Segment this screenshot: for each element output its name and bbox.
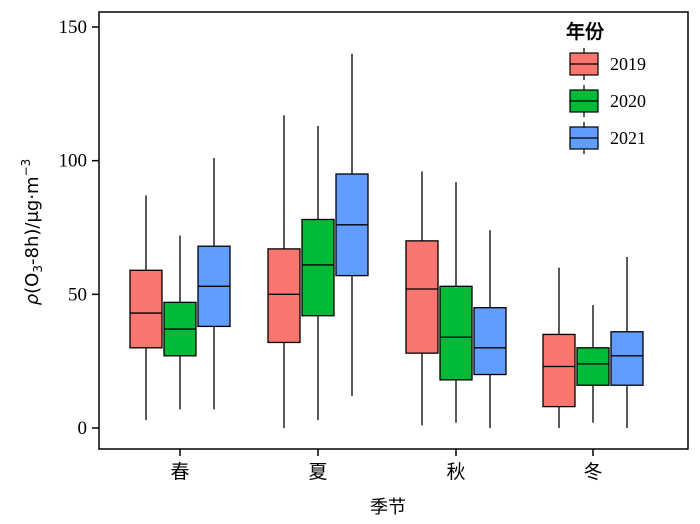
x-axis-ticks: 春夏秋冬 bbox=[170, 449, 603, 483]
box-body bbox=[129, 269, 163, 349]
plot-frame bbox=[98, 11, 689, 450]
box-2019-春 bbox=[129, 195, 163, 420]
box-2019-秋 bbox=[405, 171, 439, 426]
legend-item-2021: 2021 bbox=[569, 122, 646, 154]
y-tick-label-50: 50 bbox=[68, 284, 87, 305]
box-2020-秋 bbox=[439, 182, 473, 423]
box-2020-夏 bbox=[301, 125, 335, 420]
legend: 年份 2019 2020 2021 bbox=[566, 20, 646, 154]
y-tick-label-150: 150 bbox=[59, 17, 88, 38]
y-axis-ticks: 0 50 100 150 bbox=[59, 17, 99, 439]
y-axis-title-symbol: ρ bbox=[22, 293, 43, 305]
legend-item-2019: 2019 bbox=[569, 48, 646, 80]
x-axis-title: 季节 bbox=[370, 497, 406, 518]
box-body bbox=[473, 307, 507, 376]
x-tick-label-2: 秋 bbox=[446, 461, 465, 483]
box-2021-春 bbox=[197, 157, 231, 410]
y-axis-title-superscript: −3 bbox=[19, 159, 33, 177]
y-axis-title-part-2: -8h)/μg·m bbox=[22, 176, 43, 265]
legend-label-2021: 2021 bbox=[610, 128, 646, 148]
x-tick-label-0: 春 bbox=[170, 461, 189, 483]
y-axis-title-part-1: (O bbox=[22, 273, 43, 294]
box-2021-秋 bbox=[473, 230, 507, 428]
box-body bbox=[405, 240, 439, 354]
box-body bbox=[301, 218, 335, 317]
box-2021-冬 bbox=[610, 256, 644, 428]
legend-label-2019: 2019 bbox=[610, 54, 646, 74]
box-2020-春 bbox=[163, 235, 197, 410]
box-groups bbox=[129, 53, 644, 428]
box-body bbox=[439, 285, 473, 381]
x-tick-label-3: 冬 bbox=[583, 461, 602, 483]
box-body bbox=[542, 333, 576, 408]
legend-item-2020: 2020 bbox=[569, 85, 646, 117]
box-2019-夏 bbox=[267, 115, 301, 428]
x-tick-label-1: 夏 bbox=[308, 461, 327, 483]
y-tick-label-100: 100 bbox=[59, 151, 88, 172]
legend-title: 年份 bbox=[566, 20, 605, 43]
box-body bbox=[610, 331, 644, 386]
box-body bbox=[267, 248, 301, 344]
box-2019-冬 bbox=[542, 267, 576, 428]
box-2020-冬 bbox=[576, 305, 610, 423]
box-body bbox=[576, 347, 610, 386]
y-axis-title: ρ(O3-8h)/μg·m−3 bbox=[19, 159, 45, 306]
y-axis-title-subscript: 3 bbox=[31, 265, 45, 273]
legend-label-2020: 2020 bbox=[610, 91, 646, 111]
box-2021-夏 bbox=[335, 53, 369, 396]
y-tick-label-0: 0 bbox=[78, 418, 88, 439]
